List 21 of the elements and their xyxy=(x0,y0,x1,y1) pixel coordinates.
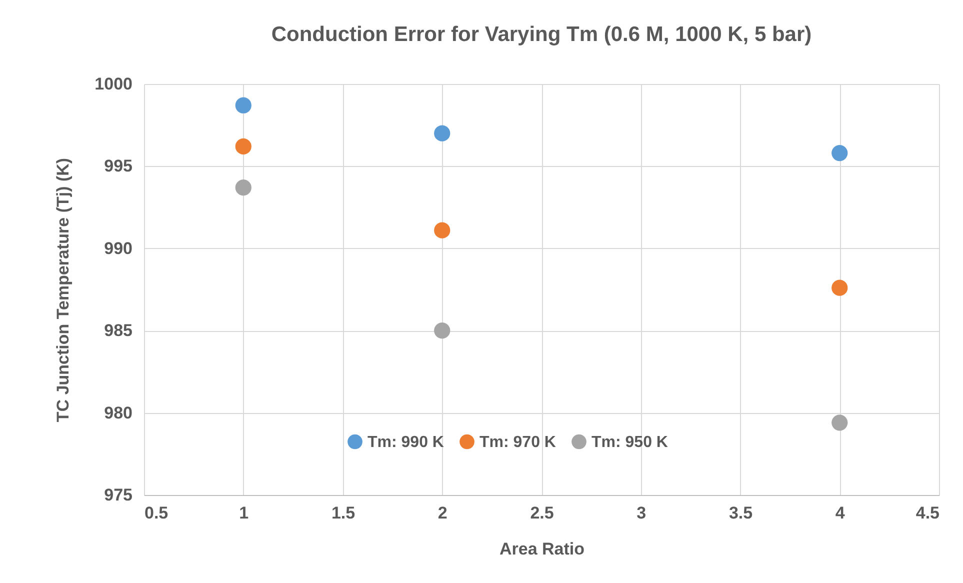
y-tick-label: 980 xyxy=(104,403,132,422)
x-tick-label: 3.5 xyxy=(728,504,753,522)
legend-label: Tm: 950 K xyxy=(592,434,668,451)
y-tick-label: 985 xyxy=(104,321,132,340)
y-tick-label: 1000 xyxy=(94,74,132,94)
x-axis-title: Area Ratio xyxy=(499,540,585,558)
y-tick-label: 975 xyxy=(104,486,132,504)
y-axis-title: TC Junction Temperature (Tj) (K) xyxy=(54,158,73,422)
x-tick-label: 3 xyxy=(636,504,646,522)
x-tick-label: 1 xyxy=(239,504,249,522)
y-tick-label: 990 xyxy=(104,238,132,258)
x-tick-label: 1.5 xyxy=(331,504,356,522)
chart-title: Conduction Error for Varying Tm (0.6 M, 1000 K, 5 bar) xyxy=(271,23,812,46)
x-tick-label: 2.5 xyxy=(530,504,554,522)
legend-label: Tm: 970 K xyxy=(480,434,556,451)
y-tick-label: 995 xyxy=(104,156,132,176)
x-tick-label: 4.5 xyxy=(916,504,940,522)
x-tick-label: 0.5 xyxy=(144,504,168,522)
legend-label: Tm: 990 K xyxy=(368,434,444,451)
x-tick-label: 2 xyxy=(438,504,448,522)
x-tick-label: 4 xyxy=(835,504,846,522)
